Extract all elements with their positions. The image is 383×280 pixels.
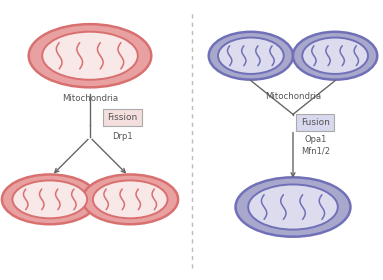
Ellipse shape: [209, 32, 293, 80]
Ellipse shape: [93, 180, 168, 218]
Ellipse shape: [236, 177, 350, 237]
Text: Fusion: Fusion: [301, 118, 330, 127]
Ellipse shape: [2, 174, 98, 224]
Ellipse shape: [12, 180, 87, 218]
Text: Mitochondria: Mitochondria: [265, 92, 321, 101]
Ellipse shape: [302, 38, 368, 74]
Text: Drp1: Drp1: [112, 132, 133, 141]
Text: Mfn1/2: Mfn1/2: [301, 147, 330, 156]
Ellipse shape: [29, 24, 151, 87]
FancyBboxPatch shape: [103, 109, 142, 126]
Text: Fission: Fission: [107, 113, 137, 122]
Text: Mitochondria: Mitochondria: [62, 94, 118, 103]
Ellipse shape: [82, 174, 178, 224]
Ellipse shape: [218, 38, 284, 74]
Ellipse shape: [248, 185, 338, 230]
Ellipse shape: [42, 32, 138, 80]
Text: Opa1: Opa1: [304, 136, 326, 144]
Ellipse shape: [293, 32, 377, 80]
FancyBboxPatch shape: [296, 114, 334, 131]
